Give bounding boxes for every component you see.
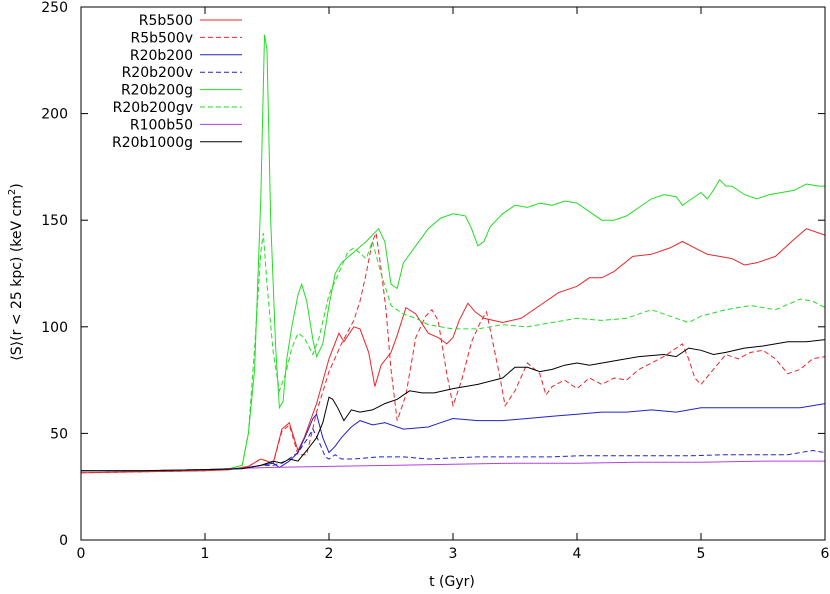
plot-area (80, 34, 826, 474)
series-line-7 (81, 339, 826, 472)
y-tick-label: 50 (50, 426, 68, 442)
y-tick-label: 150 (41, 213, 68, 229)
legend-label-3: R20b200v (122, 65, 193, 81)
series-line-5 (81, 232, 826, 472)
y-tick-label: 200 (41, 107, 68, 123)
legend-label-0: R5b500 (139, 13, 193, 29)
series-line-4 (81, 34, 825, 472)
y-tick-label: 250 (41, 0, 68, 16)
series-line-0 (80, 228, 826, 474)
x-tick-label: 0 (77, 546, 86, 562)
x-tick-label: 5 (697, 546, 706, 562)
legend-label-2: R20b200 (130, 48, 193, 64)
y-axis-label-end: ) (9, 183, 25, 188)
y-axis-label-sup: 2 (7, 189, 18, 195)
y-tick-label: 100 (41, 320, 68, 336)
y-axis-label-main: ⟨S⟩(r < 25 kpc) (keV cm (9, 195, 25, 361)
y-axis-label: ⟨S⟩(r < 25 kpc) (keV cm2) (7, 183, 25, 360)
legend: R5b500R5b500vR20b200R20b200vR20b200gR20b… (112, 13, 242, 151)
x-tick-label: 1 (201, 546, 210, 562)
series-line-2 (81, 403, 826, 472)
axes: 0 1 2 3 4 5 6 0 50 100 150 200 250 (41, 0, 829, 562)
x-tick-label: 6 (821, 546, 830, 562)
x-tick-label: 3 (449, 546, 458, 562)
series-line-6 (81, 460, 825, 472)
legend-label-5: R20b200gv (113, 100, 193, 116)
y-tick-label: 0 (59, 533, 68, 549)
series-line-3 (81, 428, 826, 472)
legend-label-1: R5b500v (130, 30, 193, 46)
legend-label-6: R100b50 (130, 117, 193, 133)
x-tick-label: 2 (325, 546, 334, 562)
x-axis-label: t (Gyr) (429, 574, 475, 590)
series-line-1 (80, 231, 826, 474)
legend-label-7: R20b1000g (112, 135, 193, 151)
legend-label-4: R20b200g (121, 83, 193, 99)
x-tick-label: 4 (573, 546, 582, 562)
